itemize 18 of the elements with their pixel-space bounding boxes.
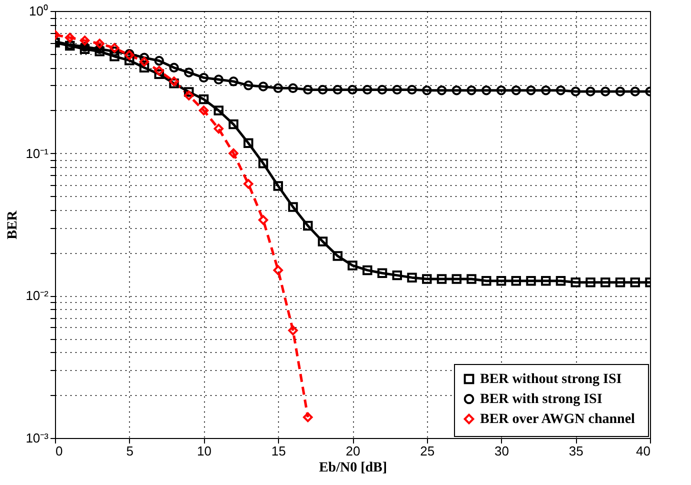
y-tick-label: 10⁻¹	[26, 146, 50, 161]
legend-label: BER with strong ISI	[480, 392, 602, 407]
x-tick-label: 0	[56, 444, 63, 458]
legend-label: BER over AWGN channel	[480, 412, 636, 427]
x-tick-label: 35	[568, 444, 584, 458]
x-tick-label: 10	[197, 444, 212, 458]
x-tick-label: 25	[420, 444, 435, 458]
x-tick-label: 30	[494, 444, 509, 458]
x-tick-label: 20	[346, 444, 360, 458]
y-tick-label: 10⁰	[29, 4, 48, 18]
x-tick-label: 5	[126, 444, 134, 458]
legend-label: BER without strong ISI	[480, 372, 622, 387]
x-tick-label: 15	[271, 444, 286, 458]
y-tick-label: 10⁻²	[26, 288, 50, 304]
y-axis-title: BER	[6, 210, 21, 240]
x-axis-title: Eb/N0 [dB]	[318, 460, 388, 476]
x-tick-label: 40	[636, 444, 650, 458]
y-tick-label: 10⁻³	[26, 430, 50, 446]
